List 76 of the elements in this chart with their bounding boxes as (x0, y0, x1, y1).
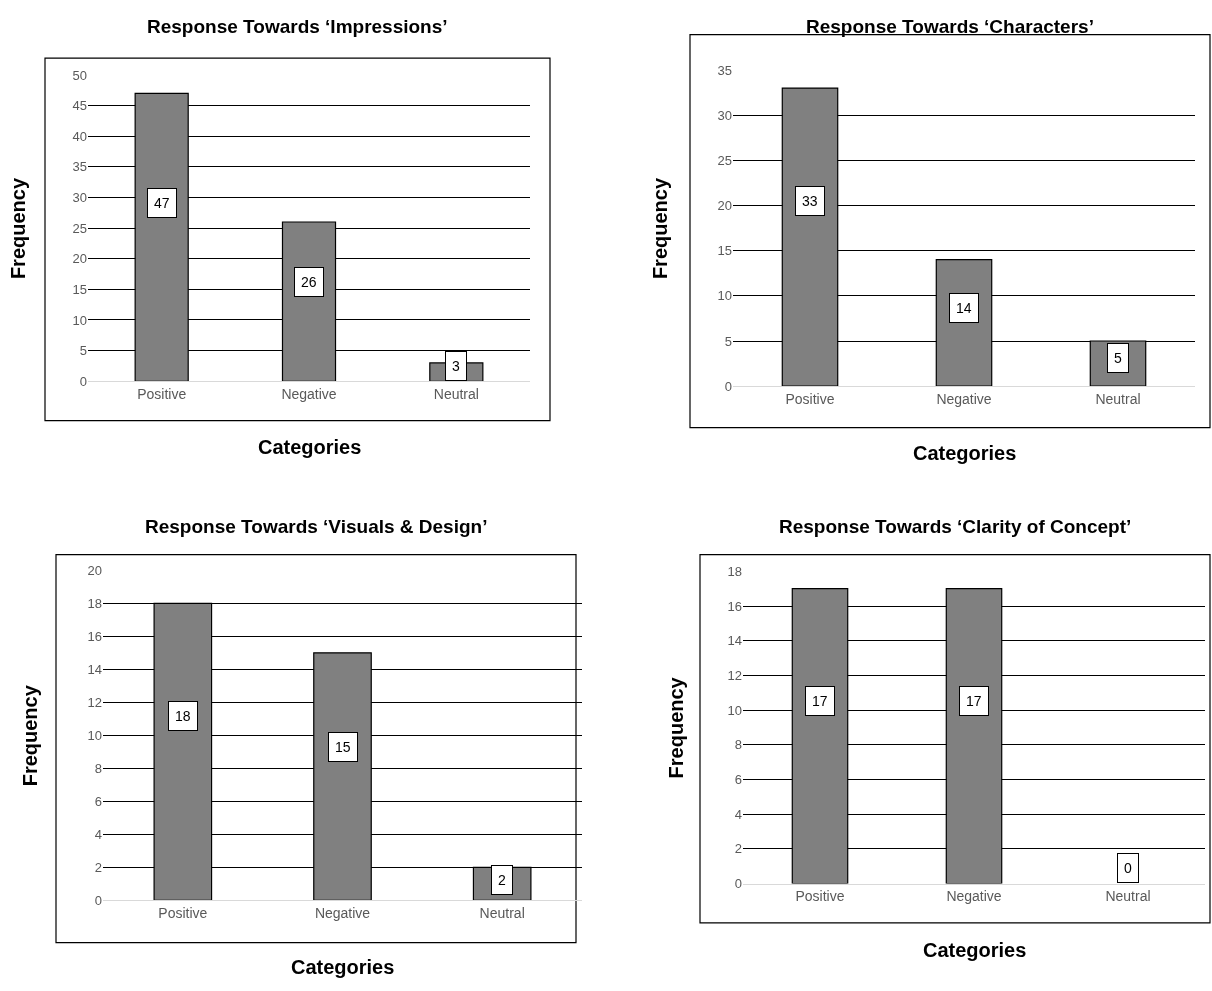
y-tick-label: 18 (87, 595, 102, 611)
data-label: 0 (1124, 860, 1132, 876)
y-tick-label: 16 (87, 628, 102, 644)
data-label: 5 (1114, 350, 1122, 366)
x-tick-label: Negative (946, 888, 1002, 905)
y-tick-label: 8 (94, 760, 102, 776)
y-tick-label: 20 (87, 562, 102, 578)
y-tick-label: 0 (94, 892, 102, 908)
data-label: 2 (498, 872, 506, 888)
x-axis-title: Categories (923, 939, 1027, 961)
data-label: 33 (802, 193, 818, 209)
y-tick-label: 18 (727, 563, 742, 579)
y-tick-label: 25 (717, 152, 732, 168)
x-tick-label: Positive (785, 390, 835, 407)
y-tick-label: 15 (717, 243, 732, 259)
y-tick-label: 0 (724, 378, 732, 394)
y-tick-label: 12 (727, 667, 742, 683)
y-axis-title: Frequency (664, 676, 687, 779)
x-axis-title: Categories (913, 442, 1017, 464)
y-tick-label: 45 (72, 98, 87, 114)
y-axis-title: Frequency (648, 177, 671, 280)
data-label: 47 (154, 195, 170, 211)
x-tick-label: Positive (795, 888, 845, 905)
y-tick-label: 35 (717, 62, 732, 78)
x-tick-label: Neutral (479, 905, 525, 922)
y-tick-label: 20 (72, 251, 87, 267)
x-tick-label: Neutral (1105, 888, 1151, 905)
y-tick-label: 4 (94, 826, 102, 842)
y-tick-label: 14 (87, 661, 102, 677)
y-tick-label: 14 (727, 633, 742, 649)
chart-title: Response Towards ‘Characters’ (806, 16, 1094, 37)
data-label: 17 (966, 693, 982, 709)
y-tick-label: 50 (72, 67, 87, 83)
y-tick-label: 12 (87, 694, 102, 710)
y-tick-label: 30 (717, 107, 732, 123)
y-tick-label: 10 (727, 702, 742, 718)
x-tick-label: Neutral (1095, 390, 1141, 407)
chart-title: Response Towards ‘Impressions’ (147, 16, 448, 37)
y-tick-label: 4 (734, 806, 742, 822)
x-tick-label: Negative (314, 905, 371, 922)
chart-title: Response Towards ‘Clarity of Concept’ (779, 516, 1132, 537)
data-label: 3 (452, 358, 460, 374)
y-tick-label: 30 (72, 190, 87, 206)
x-axis-title: Categories (291, 956, 395, 978)
x-axis-title: Categories (258, 436, 362, 458)
y-tick-label: 6 (734, 772, 742, 788)
data-label: 15 (335, 739, 351, 755)
y-axis-title: Frequency (6, 177, 29, 280)
chart-title: Response Towards ‘Visuals & Design’ (145, 516, 488, 537)
y-tick-label: 8 (734, 737, 742, 753)
x-tick-label: Positive (158, 905, 208, 922)
data-label: 14 (956, 300, 972, 316)
y-tick-label: 0 (734, 876, 742, 892)
y-tick-label: 40 (72, 128, 87, 144)
y-tick-label: 10 (72, 312, 87, 328)
y-tick-label: 25 (72, 220, 87, 236)
x-tick-label: Negative (281, 386, 337, 403)
y-tick-label: 2 (734, 841, 742, 857)
y-tick-label: 2 (94, 859, 102, 875)
y-tick-label: 20 (717, 198, 732, 214)
x-tick-label: Negative (936, 390, 992, 407)
y-tick-label: 16 (727, 598, 742, 614)
x-tick-label: Neutral (433, 386, 479, 403)
y-tick-label: 15 (72, 281, 87, 297)
x-tick-label: Positive (137, 386, 187, 403)
y-tick-label: 6 (94, 793, 102, 809)
y-tick-label: 0 (79, 373, 87, 389)
y-tick-label: 35 (72, 159, 87, 175)
data-label: 26 (301, 274, 317, 290)
data-label: 18 (175, 708, 191, 724)
y-tick-label: 5 (724, 333, 732, 349)
y-tick-label: 10 (87, 727, 102, 743)
y-tick-label: 5 (79, 343, 87, 359)
data-label: 17 (812, 693, 828, 709)
y-tick-label: 10 (717, 288, 732, 304)
y-axis-title: Frequency (18, 684, 41, 787)
